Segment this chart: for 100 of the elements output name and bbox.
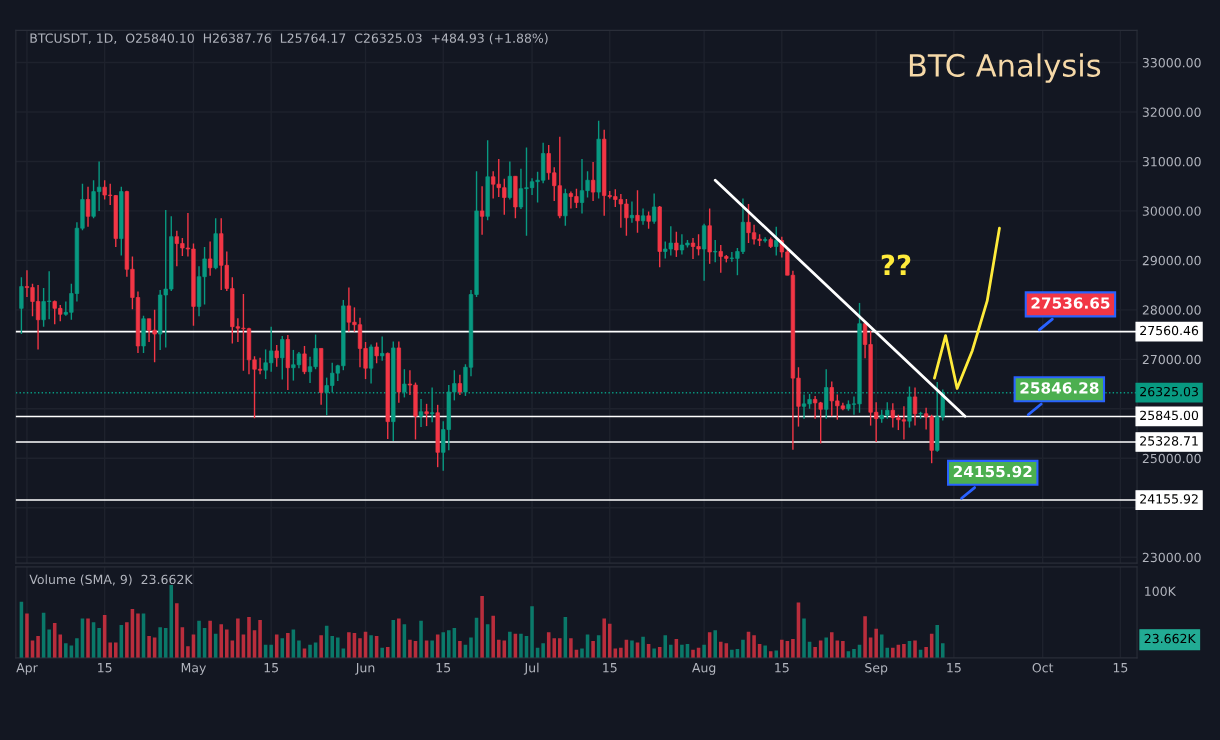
bar xyxy=(602,618,606,658)
bar xyxy=(25,613,29,658)
bar xyxy=(447,630,451,658)
x-tick-label: Aug xyxy=(692,663,716,675)
y-tick-label: 27000.00 xyxy=(1142,354,1201,365)
bar xyxy=(902,644,906,658)
bar xyxy=(197,620,201,658)
bar xyxy=(380,647,384,658)
bar xyxy=(330,636,335,658)
bar xyxy=(802,618,806,658)
ref-line-label: 27560.46 xyxy=(1140,325,1199,336)
bar xyxy=(58,634,63,658)
bar xyxy=(791,638,795,658)
bar xyxy=(702,644,706,658)
annotation: 27536.65 xyxy=(1031,297,1110,309)
candlestick xyxy=(563,187,568,227)
bar xyxy=(741,639,745,658)
bar xyxy=(208,620,212,658)
bar xyxy=(813,646,817,658)
candlestick xyxy=(763,236,768,244)
ref-line-label: 24155.92 xyxy=(1140,494,1198,504)
candlestick xyxy=(590,161,596,202)
candlestick xyxy=(912,386,918,427)
annotation: 25846.28 xyxy=(1020,382,1099,394)
candlestick xyxy=(652,192,657,225)
bar xyxy=(641,636,645,658)
bar xyxy=(369,635,373,658)
x-tick-label: 15 xyxy=(436,663,451,673)
bar xyxy=(47,629,51,658)
annotation: ?? xyxy=(881,254,911,276)
bar xyxy=(441,632,446,658)
x-tick-label: Jul xyxy=(523,662,539,675)
x-tick-label: Jun xyxy=(355,663,375,675)
bar xyxy=(558,638,562,658)
bar xyxy=(591,641,595,658)
bar xyxy=(935,625,939,658)
candlestick xyxy=(635,189,640,234)
bar xyxy=(852,649,856,658)
bar xyxy=(730,649,734,658)
bar xyxy=(580,648,584,658)
annotation: BTCUSDT, 1D, O25840.10 H26387.76 L25764.17 C26325.03 +484.93 (+1.88%) xyxy=(30,33,548,45)
bar xyxy=(97,628,101,658)
bar xyxy=(408,639,412,658)
text: 23.662K xyxy=(1144,633,1196,644)
y-tick-label: 31000.00 xyxy=(1142,156,1201,167)
bar xyxy=(508,631,512,658)
bar xyxy=(841,641,845,658)
bar xyxy=(419,620,423,658)
bar xyxy=(269,644,273,658)
candlestick xyxy=(85,185,91,228)
bar xyxy=(347,632,351,658)
bar xyxy=(496,639,501,658)
bar xyxy=(336,637,340,658)
bar xyxy=(36,636,40,658)
candlestick xyxy=(280,335,285,381)
bar xyxy=(680,644,684,658)
bar xyxy=(541,643,545,658)
bar xyxy=(169,585,174,658)
bar xyxy=(763,645,767,658)
candlestick xyxy=(774,226,779,257)
candlestick xyxy=(629,200,635,224)
annotation: 24155.92 xyxy=(953,465,1032,478)
x-tick-label: 15 xyxy=(98,663,112,673)
bar xyxy=(891,647,895,658)
bar xyxy=(108,642,112,658)
bar xyxy=(219,624,223,658)
bar xyxy=(569,638,573,658)
bar xyxy=(607,623,612,658)
ref-line-label: 25328.71 xyxy=(1140,436,1198,446)
bar xyxy=(480,595,484,658)
bar xyxy=(458,641,462,658)
bar xyxy=(619,647,623,658)
bar xyxy=(319,635,323,658)
bar xyxy=(147,636,151,658)
x-tick-label: 15 xyxy=(1113,663,1128,673)
candlestick xyxy=(701,223,707,282)
candlestick xyxy=(418,398,424,428)
bar xyxy=(824,637,828,658)
bar xyxy=(691,649,695,658)
bar xyxy=(874,628,878,658)
chart-title: Volume (SMA, 9) 23.662K xyxy=(29,574,193,586)
bar xyxy=(297,640,301,658)
candlestick xyxy=(380,335,385,362)
bar xyxy=(491,615,495,658)
bar xyxy=(64,643,68,658)
bar xyxy=(863,616,867,658)
bar xyxy=(519,633,523,658)
x-tick-label: 15 xyxy=(264,663,279,673)
candlestick xyxy=(368,343,374,385)
x-tick-label: May xyxy=(181,663,207,675)
bar xyxy=(286,633,290,658)
bar xyxy=(274,634,279,658)
y-tick-label: 29000.00 xyxy=(1142,255,1201,266)
bar xyxy=(258,620,262,658)
bar xyxy=(125,622,129,658)
candlestick xyxy=(424,403,429,427)
candlestick xyxy=(274,344,279,368)
x-tick-label: 15 xyxy=(775,663,789,673)
bar xyxy=(941,643,945,658)
y-tick-label: 30000.00 xyxy=(1142,206,1201,216)
